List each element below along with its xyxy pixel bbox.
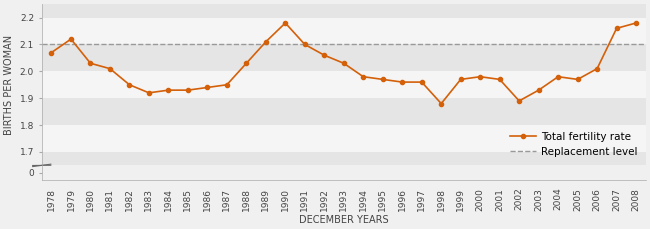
Total fertility rate xyxy=(164,89,172,92)
Total fertility rate xyxy=(515,100,523,102)
Total fertility rate xyxy=(106,67,114,70)
Legend: Total fertility rate, Replacement level: Total fertility rate, Replacement level xyxy=(506,129,641,160)
Total fertility rate xyxy=(613,27,621,30)
Total fertility rate xyxy=(125,83,133,86)
Total fertility rate xyxy=(535,89,543,92)
Total fertility rate xyxy=(281,22,289,24)
Bar xyxy=(42,71,646,98)
Total fertility rate xyxy=(359,75,367,78)
Total fertility rate xyxy=(476,75,484,78)
Total fertility rate xyxy=(632,22,640,24)
Total fertility rate xyxy=(242,62,250,65)
Bar xyxy=(42,152,646,165)
Total fertility rate xyxy=(340,62,348,65)
Total fertility rate xyxy=(593,67,601,70)
Total fertility rate xyxy=(67,38,75,41)
Total fertility rate xyxy=(398,81,406,83)
Total fertility rate xyxy=(437,102,445,105)
Bar xyxy=(42,4,646,18)
Total fertility rate xyxy=(262,40,270,43)
Total fertility rate xyxy=(457,78,465,81)
Total fertility rate xyxy=(301,43,309,46)
Total fertility rate xyxy=(496,78,504,81)
Total fertility rate xyxy=(379,78,387,81)
Bar xyxy=(42,44,646,71)
Total fertility rate xyxy=(184,89,192,92)
X-axis label: DECEMBER YEARS: DECEMBER YEARS xyxy=(299,215,389,225)
Total fertility rate xyxy=(554,75,562,78)
Total fertility rate xyxy=(203,86,211,89)
Total fertility rate xyxy=(47,51,55,54)
Total fertility rate xyxy=(574,78,582,81)
Line: Total fertility rate: Total fertility rate xyxy=(49,21,638,106)
Total fertility rate xyxy=(320,54,328,57)
Bar xyxy=(42,125,646,152)
Total fertility rate xyxy=(145,91,153,94)
Total fertility rate xyxy=(86,62,94,65)
Bar xyxy=(42,18,646,44)
Total fertility rate xyxy=(223,83,231,86)
Bar xyxy=(42,98,646,125)
Y-axis label: BIRTHS PER WOMAN: BIRTHS PER WOMAN xyxy=(4,35,14,135)
Total fertility rate xyxy=(418,81,426,83)
